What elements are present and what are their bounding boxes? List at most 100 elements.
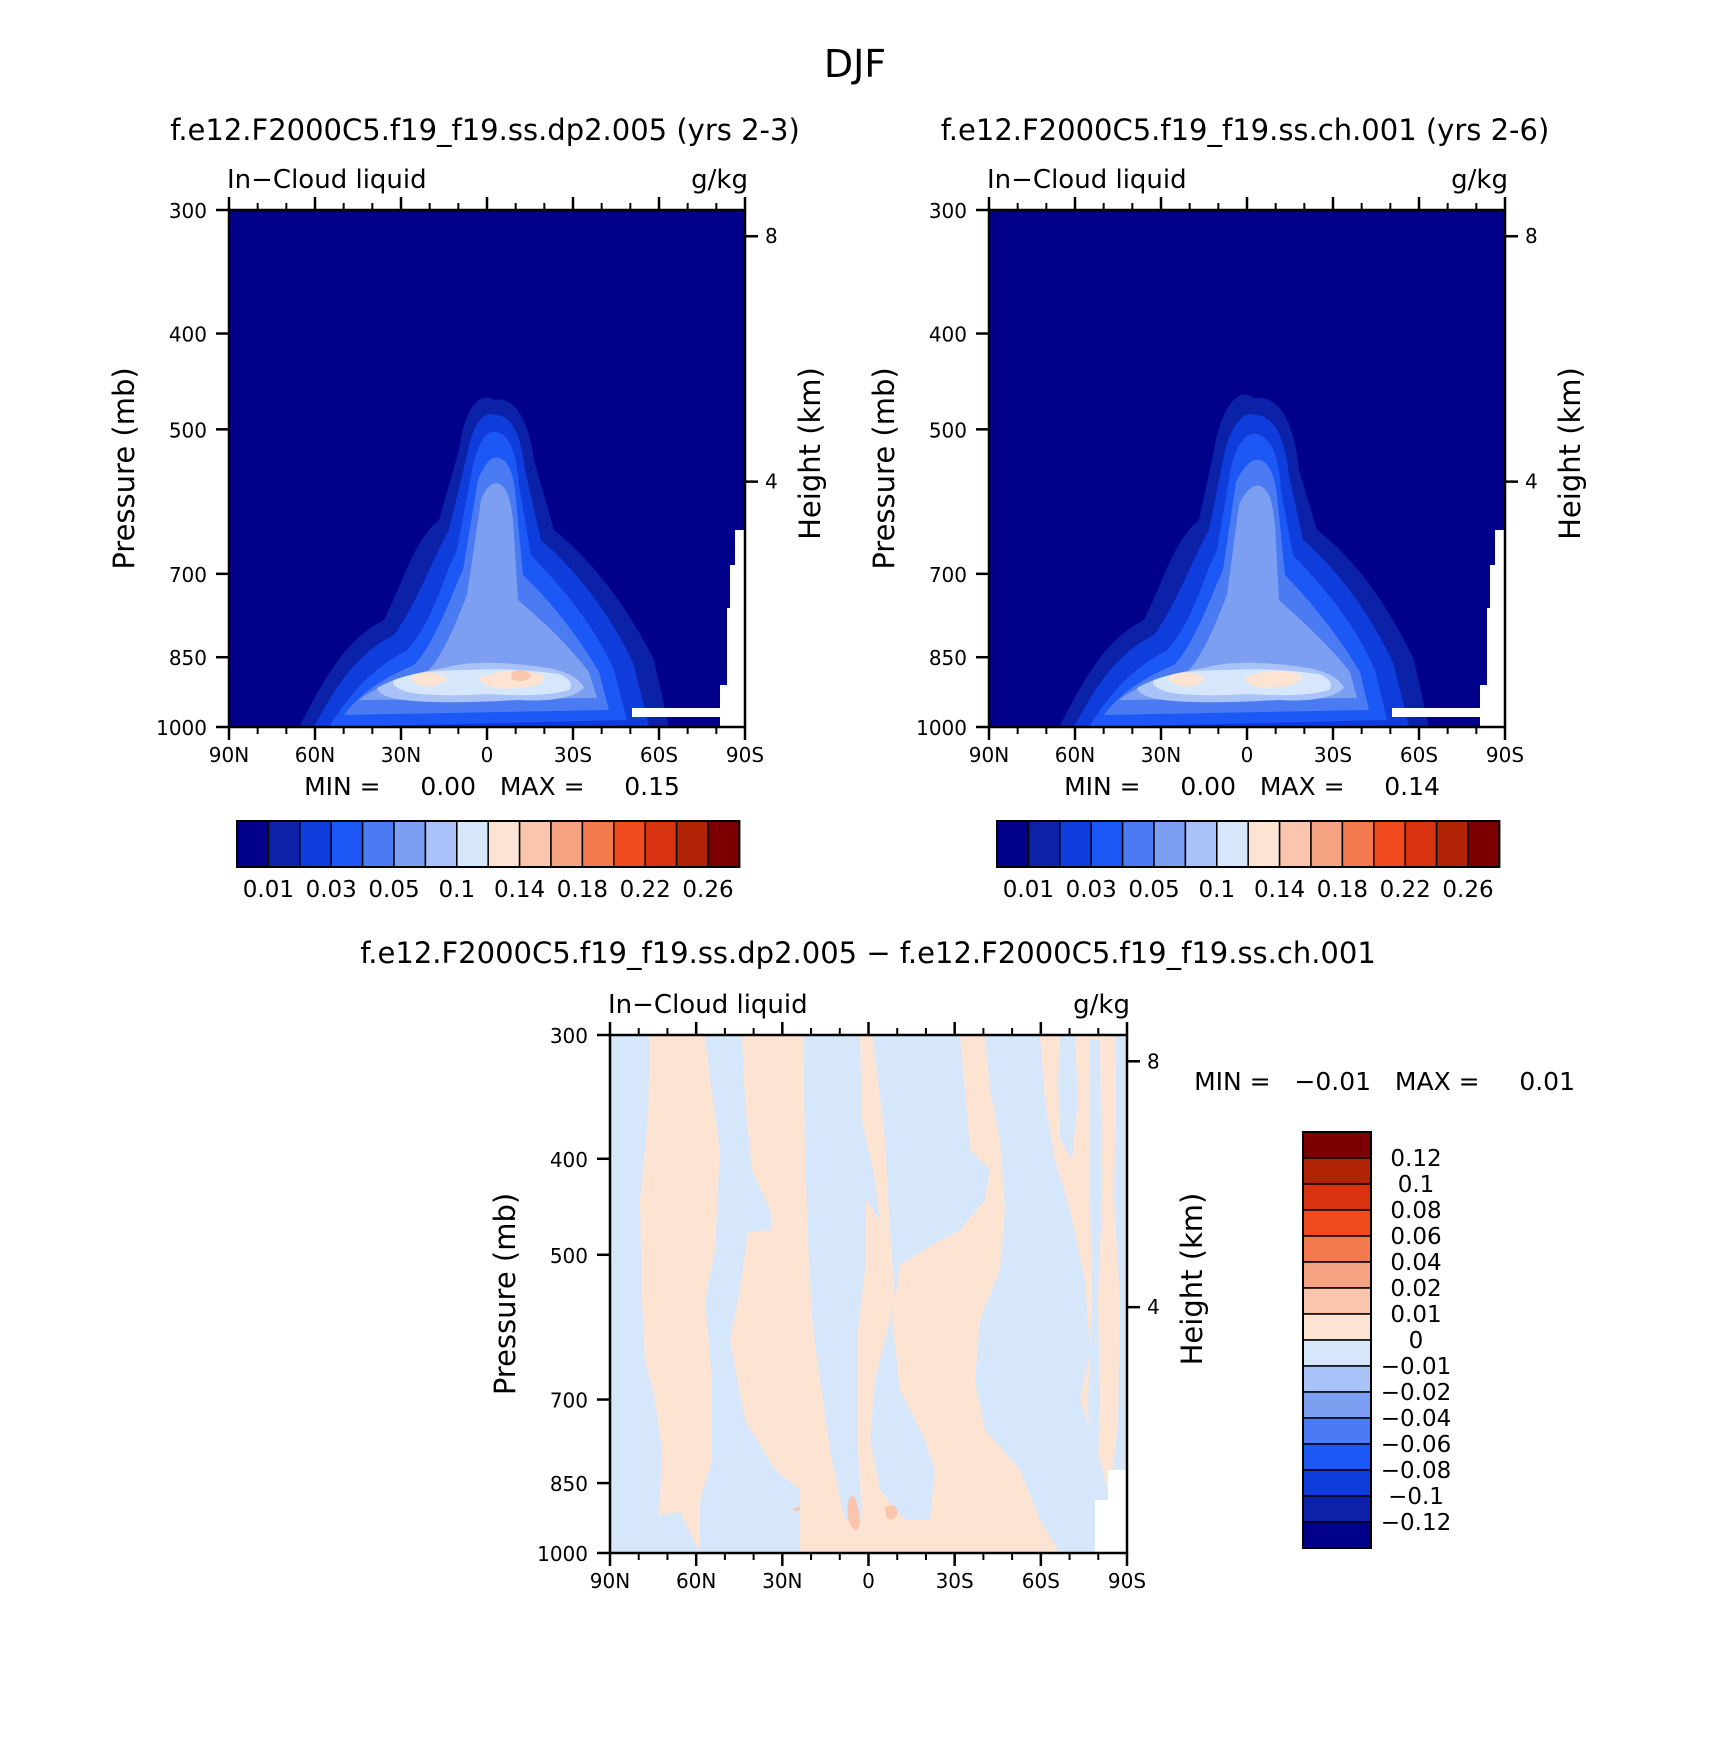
x-tick-label: 30S bbox=[1314, 743, 1352, 767]
axes: 90N 60N 30N 0 30S 60S 90S 300 400 500 700 850 1000 8 4… bbox=[488, 1022, 1209, 1593]
y-right-tick-label: 4 bbox=[765, 470, 778, 494]
colorbar-cell bbox=[1341, 820, 1375, 868]
colorbar-cell bbox=[1247, 820, 1281, 868]
x-tick-label: 30S bbox=[554, 743, 592, 767]
colorbar-cell bbox=[1302, 1391, 1372, 1419]
colorbar-cell bbox=[299, 820, 332, 868]
axes: 90N 60N 30N 0 30S 60S 90S 300 400 500 700 850 1000 8 4… bbox=[867, 197, 1587, 767]
colorbar: 0.01 0.03 0.05 0.1 0.14 0.18 0.22 0.26 bbox=[996, 820, 1501, 903]
colorbar-label: −0.08 bbox=[1381, 1458, 1451, 1484]
y-tick-label: 400 bbox=[169, 323, 207, 347]
y-right-axis-title: Height (km) bbox=[1553, 367, 1587, 540]
contour-field bbox=[610, 1035, 1127, 1553]
colorbar-label: −0.02 bbox=[1381, 1380, 1451, 1406]
units-label: g/kg bbox=[1073, 990, 1130, 1020]
colorbar-frame bbox=[236, 820, 741, 868]
colorbar-cell bbox=[424, 820, 458, 868]
y-right-axis-title: Height (km) bbox=[793, 367, 827, 540]
y-tick-label: 400 bbox=[550, 1148, 588, 1172]
y-tick-label: 700 bbox=[550, 1389, 588, 1413]
x-tick-label: 30N bbox=[381, 743, 421, 767]
colorbar-cell bbox=[707, 820, 741, 868]
colorbar-label: −0.01 bbox=[1381, 1354, 1451, 1380]
colorbar-label: −0.04 bbox=[1381, 1406, 1451, 1432]
contour-field bbox=[989, 210, 1505, 727]
colorbar-cell bbox=[456, 820, 489, 868]
colorbar-cell bbox=[675, 820, 709, 868]
colorbar: 0.01 0.03 0.05 0.1 0.14 0.18 0.22 0.26 bbox=[236, 820, 741, 903]
variable-label: In−Cloud liquid bbox=[987, 165, 1187, 195]
colorbar-cell bbox=[613, 820, 646, 868]
y-tick-label: 850 bbox=[550, 1472, 588, 1496]
colorbar-label: 0.26 bbox=[1442, 877, 1493, 903]
colorbar-label: −0.12 bbox=[1381, 1510, 1451, 1536]
colorbar-cell bbox=[1310, 820, 1344, 868]
colorbar-label: 0.22 bbox=[620, 877, 671, 903]
colorbar-cell bbox=[1302, 1157, 1372, 1185]
x-tick-label: 60S bbox=[1022, 1569, 1060, 1593]
panel-ch: f.e12.F2000C5.f19_f19.ss.ch.001 (yrs 2-6… bbox=[867, 113, 1587, 903]
x-tick-label: 90N bbox=[209, 743, 249, 767]
colorbar-cell bbox=[1302, 1261, 1372, 1289]
x-tick-label: 60S bbox=[1400, 743, 1438, 767]
x-tick-label: 0 bbox=[862, 1569, 875, 1593]
colorbar-cell bbox=[1467, 820, 1501, 868]
colorbar-cell bbox=[1302, 1365, 1372, 1393]
variable-label: In−Cloud liquid bbox=[227, 165, 427, 195]
colorbar-cell bbox=[236, 820, 270, 868]
colorbar-label: 0.1 bbox=[1199, 877, 1236, 903]
colorbar-label: 0.18 bbox=[557, 877, 608, 903]
panel-dp2: f.e12.F2000C5.f19_f19.ss.dp2.005 (yrs 2-… bbox=[107, 113, 827, 903]
colorbar-cell bbox=[1278, 820, 1312, 868]
colorbar-label: 0.1 bbox=[439, 877, 476, 903]
y-tick-label: 1000 bbox=[156, 716, 207, 740]
panel-title: f.e12.F2000C5.f19_f19.ss.dp2.005 − f.e12… bbox=[360, 936, 1376, 970]
y-tick-label: 700 bbox=[169, 563, 207, 587]
x-tick-label: 90N bbox=[969, 743, 1009, 767]
colorbar-cell bbox=[1404, 820, 1438, 868]
colorbar-label: 0.04 bbox=[1390, 1250, 1441, 1276]
x-tick-label: 90S bbox=[1108, 1569, 1146, 1593]
x-tick-label: 0 bbox=[1241, 743, 1254, 767]
x-tick-label: 0 bbox=[481, 743, 494, 767]
y-right-tick-label: 4 bbox=[1525, 470, 1538, 494]
colorbar-frame bbox=[996, 820, 1501, 868]
colorbar-cell bbox=[518, 820, 552, 868]
colorbar-label: 0.1 bbox=[1398, 1172, 1435, 1198]
colorbar-label: 0.03 bbox=[306, 877, 357, 903]
colorbar-label: 0.06 bbox=[1390, 1224, 1441, 1250]
colorbar-cell bbox=[1302, 1443, 1372, 1471]
y-axis-title: Pressure (mb) bbox=[867, 367, 901, 569]
y-right-tick-label: 8 bbox=[1147, 1049, 1160, 1073]
y-tick-label: 1000 bbox=[916, 716, 967, 740]
colorbar-label: −0.1 bbox=[1388, 1484, 1444, 1510]
colorbar-cell bbox=[1059, 820, 1092, 868]
colorbar-cell bbox=[1121, 820, 1155, 868]
colorbar-label: 0.01 bbox=[243, 877, 294, 903]
colorbar-label: 0.18 bbox=[1317, 877, 1368, 903]
colorbar-cell bbox=[361, 820, 395, 868]
colorbar-cell bbox=[1302, 1469, 1372, 1497]
colorbar-cell bbox=[487, 820, 521, 868]
colorbar-cell bbox=[393, 820, 427, 868]
x-tick-label: 90N bbox=[590, 1569, 630, 1593]
stats-text: MIN = 0.00 MAX = 0.15 bbox=[304, 772, 680, 801]
colorbar-label: 0.14 bbox=[1254, 877, 1305, 903]
x-tick-label: 30S bbox=[936, 1569, 974, 1593]
x-tick-label: 60N bbox=[295, 743, 335, 767]
y-right-axis-title: Height (km) bbox=[1175, 1193, 1209, 1366]
colorbar-cell bbox=[996, 820, 1030, 868]
units-label: g/kg bbox=[1451, 165, 1508, 195]
colorbar-label: −0.06 bbox=[1381, 1432, 1451, 1458]
colorbar-label: 0 bbox=[1409, 1328, 1424, 1354]
colorbar-cell bbox=[1302, 1235, 1372, 1263]
colorbar-cell bbox=[267, 820, 301, 868]
y-axis-title: Pressure (mb) bbox=[488, 1193, 522, 1395]
colorbar-cell bbox=[1373, 820, 1406, 868]
colorbar-cell bbox=[1302, 1313, 1372, 1341]
panel-difference: f.e12.F2000C5.f19_f19.ss.dp2.005 − f.e12… bbox=[360, 936, 1575, 1593]
y-tick-label: 700 bbox=[929, 563, 967, 587]
y-tick-label: 850 bbox=[169, 646, 207, 670]
colorbar-label: 0.26 bbox=[682, 877, 733, 903]
panel-title: f.e12.F2000C5.f19_f19.ss.ch.001 (yrs 2-6… bbox=[941, 113, 1550, 147]
